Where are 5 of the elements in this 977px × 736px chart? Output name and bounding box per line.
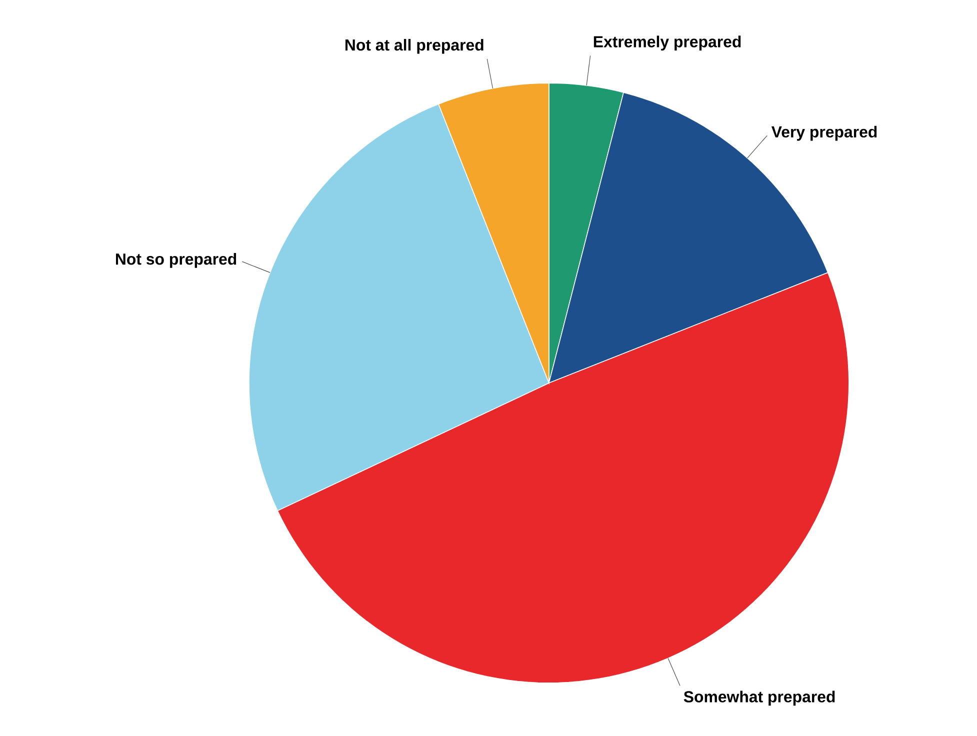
slice-label: Extremely prepared — [594, 36, 741, 51]
slice-label: Very prepared — [771, 126, 877, 141]
slice-label: Not at all prepared — [345, 38, 484, 54]
slice-label: Not so prepared — [116, 253, 236, 268]
slice-label: Somewhat prepared — [684, 690, 835, 706]
